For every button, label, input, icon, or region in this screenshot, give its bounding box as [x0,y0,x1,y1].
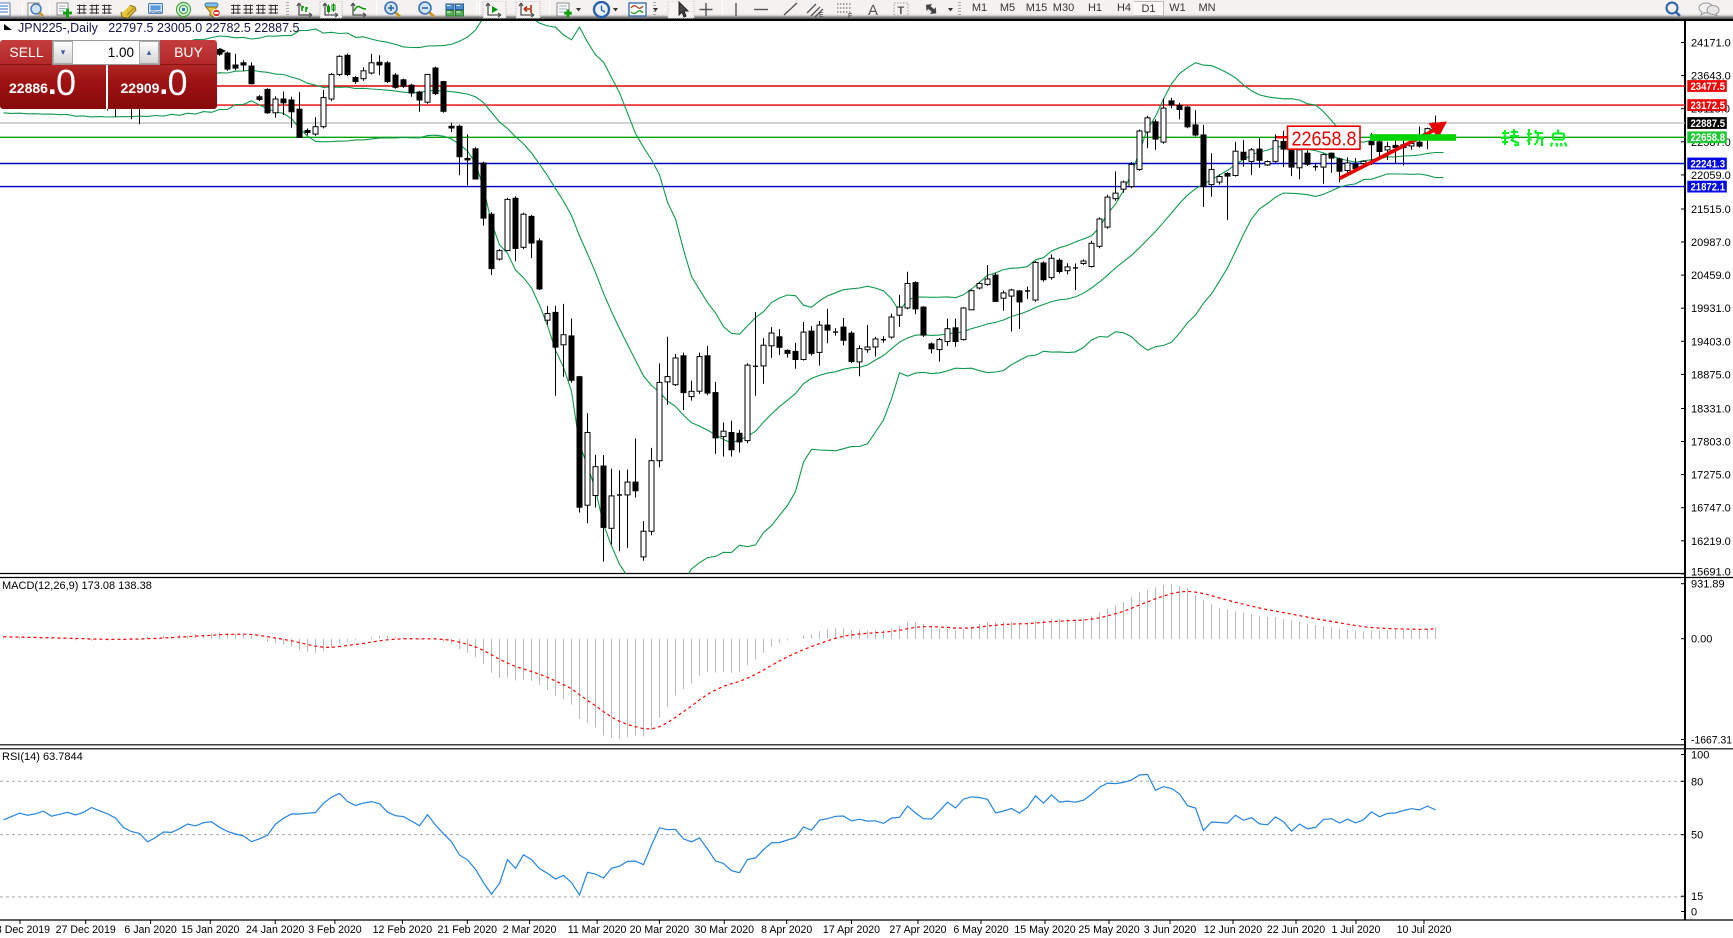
svg-text:E: E [819,12,824,19]
svg-text:22 Jun 2020: 22 Jun 2020 [1267,924,1325,936]
svg-text:22887.5: 22887.5 [1691,118,1726,130]
svg-text:21 Feb 2020: 21 Feb 2020 [438,924,498,936]
svg-text:15691.0: 15691.0 [1691,567,1731,579]
svg-text:24171.0: 24171.0 [1691,38,1731,50]
svg-text:17275.0: 17275.0 [1691,470,1731,482]
svg-text:0.00: 0.00 [1691,634,1712,646]
svg-text:20459.0: 20459.0 [1691,270,1731,282]
svg-text:21515.0: 21515.0 [1691,204,1731,216]
svg-text:22658.8: 22658.8 [1691,132,1726,144]
svg-text:2 Mar 2020: 2 Mar 2020 [503,924,557,936]
svg-text:A: A [868,2,878,19]
svg-text:931.89: 931.89 [1691,579,1725,591]
svg-text:10 Jul 2020: 10 Jul 2020 [1397,924,1452,936]
svg-text:80: 80 [1691,776,1703,788]
svg-text:15 Jan 2020: 15 Jan 2020 [181,924,239,936]
svg-text:16219.0: 16219.0 [1691,536,1731,548]
svg-text:8 Apr 2020: 8 Apr 2020 [761,924,812,936]
svg-text:22059.0: 22059.0 [1691,170,1731,182]
svg-text:20987.0: 20987.0 [1691,237,1731,249]
svg-text:1 Jul 2020: 1 Jul 2020 [1332,924,1381,936]
svg-text:25 May 2020: 25 May 2020 [1078,924,1139,936]
svg-text:MACD(12,26,9) 173.08 138.38: MACD(12,26,9) 173.08 138.38 [2,580,152,592]
svg-text:12 Jun 2020: 12 Jun 2020 [1204,924,1262,936]
svg-text:21872.1: 21872.1 [1691,182,1726,194]
svg-text:17 Apr 2020: 17 Apr 2020 [823,924,880,936]
svg-text:6 Jan 2020: 6 Jan 2020 [124,924,177,936]
svg-text:3 Feb 2020: 3 Feb 2020 [308,924,362,936]
svg-text:23477.5: 23477.5 [1691,81,1726,93]
svg-text:20 Mar 2020: 20 Mar 2020 [630,924,690,936]
svg-text:RSI(14) 63.7844: RSI(14) 63.7844 [2,751,83,763]
svg-text:23643.0: 23643.0 [1691,71,1731,83]
svg-text:3 Jun 2020: 3 Jun 2020 [1144,924,1197,936]
svg-text:27 Apr 2020: 27 Apr 2020 [889,924,946,936]
svg-text:-1667.31: -1667.31 [1691,735,1732,747]
svg-text:24 Jan 2020: 24 Jan 2020 [246,924,304,936]
svg-text:19931.0: 19931.0 [1691,303,1731,315]
svg-text:0: 0 [1691,907,1697,919]
svg-text:18331.0: 18331.0 [1691,404,1731,416]
svg-text:19403.0: 19403.0 [1691,336,1731,348]
svg-text:100: 100 [1691,750,1709,762]
svg-text:15: 15 [1691,891,1703,903]
svg-text:F: F [848,13,852,20]
svg-text:6 May 2020: 6 May 2020 [953,924,1008,936]
svg-text:18875.0: 18875.0 [1691,369,1731,381]
svg-text:50: 50 [1691,830,1703,842]
svg-text:16747.0: 16747.0 [1691,503,1731,515]
svg-text:11 Mar 2020: 11 Mar 2020 [568,924,627,936]
svg-text:12 Feb 2020: 12 Feb 2020 [373,924,433,936]
svg-text:18 Dec 2019: 18 Dec 2019 [0,924,50,936]
svg-text:T: T [898,5,905,17]
svg-text:27 Dec 2019: 27 Dec 2019 [56,924,116,936]
svg-text:22241.3: 22241.3 [1691,158,1726,170]
svg-text:17803.0: 17803.0 [1691,437,1731,449]
svg-text:23172.5: 23172.5 [1691,100,1726,112]
svg-text:30 Mar 2020: 30 Mar 2020 [695,924,755,936]
svg-text:15 May 2020: 15 May 2020 [1014,924,1075,936]
svg-text:22658.8: 22658.8 [1292,129,1357,151]
svg-text:JPN225-,Daily 22797.5 23005.: JPN225-,Daily 22797.5 23005.0 22782.5 22… [18,21,300,35]
